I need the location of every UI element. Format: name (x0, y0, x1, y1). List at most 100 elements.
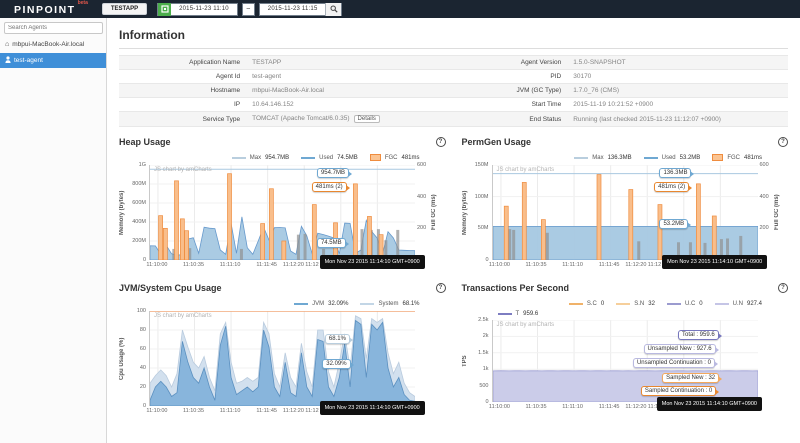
chart-tps: Transactions Per Second ? S.C 0 S.N 32 U.C 0 U… (462, 283, 788, 417)
y-axis-label: Cpu Usage (%) (119, 337, 125, 380)
search-submit-button[interactable] (325, 2, 342, 16)
info-row: IP 10.64.146.152 Start Time 2015-11-19 1… (119, 97, 788, 112)
legend-marker (369, 154, 381, 161)
legend-marker (714, 302, 729, 305)
legend-item[interactable]: Used 74.5MB (301, 155, 358, 161)
legend-item[interactable]: JVM 32.09% (294, 301, 348, 307)
info-label: Application Name (189, 59, 241, 66)
chart-legend: Max 136.3MB Used 53.2MB FGC 481ms (462, 152, 762, 163)
legend-marker (231, 156, 246, 159)
legend-item[interactable]: System 68.1% (360, 301, 420, 307)
chart-cpu: JVM/System Cpu Usage ? JVM 32.09% System 68… (119, 283, 446, 417)
legend-item[interactable]: Max 954.7MB (231, 155, 289, 161)
chart-grid: Heap Usage ? Max 954.7MB Used 74.5MB FGC 481m… (119, 137, 788, 417)
x-axis-ticks: 11:10:00 11:10:35 11:11:10 11:11:45 11:12:20… (488, 404, 662, 410)
legend-marker (616, 302, 631, 305)
help-icon[interactable]: ? (435, 137, 446, 147)
y-axis-right-ticks (757, 320, 774, 402)
y-axis-right-label: Full GC (ms) (431, 194, 437, 231)
y-axis-label: Memory (bytes) (119, 190, 125, 235)
info-value: 1.7.0_76 (CMS) (573, 87, 620, 94)
legend-marker (712, 154, 724, 161)
info-value: mbpui-MacBook-Air.local (252, 87, 324, 94)
x-axis-ticks: 11:10:00 11:10:35 11:11:10 11:11:45 11:12:20… (146, 262, 319, 268)
details-button[interactable]: Details (353, 115, 380, 123)
help-icon[interactable]: ? (778, 137, 788, 147)
amcharts-watermark: JS chart by amCharts (496, 322, 555, 328)
info-row: Agent Id test-agent PID 30170 (119, 69, 788, 84)
chart-legend: Max 954.7MB Used 74.5MB FGC 481ms (119, 152, 420, 163)
home-icon: ⌂ (5, 41, 10, 48)
amcharts-watermark: JS chart by amCharts (154, 167, 212, 173)
service-type-value: TOMCAT (Apache Tomcat/6.0.35) (252, 115, 350, 122)
info-row: Service Type TOMCAT (Apache Tomcat/6.0.3… (119, 111, 788, 127)
application-type-icon (158, 2, 172, 16)
chart-plot[interactable]: JS chart by amCharts 954.7MB 481ms (2) 74.… (149, 165, 425, 269)
y-axis-right-label (774, 320, 783, 402)
date-from-control[interactable]: 2015-11-23 11:10 (157, 2, 238, 16)
amcharts-watermark: JS chart by amCharts (496, 167, 555, 173)
sidebar-agent-label: test-agent (14, 57, 43, 64)
y-axis-right-ticks: 600 400 200 0 (417, 162, 427, 263)
info-label: Start Time (531, 101, 562, 108)
magnifier-icon (330, 5, 338, 13)
chart-permgen: PermGen Usage ? Max 136.3MB Used 53.2MB FGC 4… (461, 137, 788, 271)
info-label: PID (550, 73, 562, 80)
y-axis-label: Memory (bytes) (461, 190, 468, 235)
y-axis-ticks: 1G 800M 600M 400M 200M 0 (132, 162, 146, 263)
help-icon[interactable]: ? (435, 283, 446, 293)
info-value: 2015-11-19 10:21:52 +0900 (573, 101, 654, 108)
info-label: End Status (529, 115, 562, 123)
legend-item[interactable]: FGC 481ms (712, 154, 762, 161)
info-row: Application Name TESTAPP Agent Version 1… (119, 55, 788, 70)
sidebar-item-host[interactable]: ⌂ mbpui-MacBook-Air.local (0, 38, 106, 51)
info-label: Agent Version (520, 59, 562, 66)
date-from-input[interactable]: 2015-11-23 11:10 (179, 6, 229, 12)
chart-title: JVM/System Cpu Usage (119, 283, 222, 293)
y-axis-ticks: 2.5k 2k 1.5k 1k 500 0 (478, 317, 489, 405)
page-title: Information (119, 26, 788, 49)
chart-title: PermGen Usage (461, 137, 532, 147)
legend-item[interactable]: S.N 32 (616, 301, 655, 307)
info-label: Agent Id (215, 73, 241, 80)
y-axis-right-ticks: 600 400 200 0 (759, 162, 769, 263)
info-value: TOMCAT (Apache Tomcat/6.0.35) Details (246, 112, 467, 127)
legend-item[interactable]: U.N 927.4 (714, 301, 762, 307)
legend-item[interactable]: S.C 0 (568, 301, 604, 307)
info-value: TESTAPP (252, 59, 282, 66)
legend-item[interactable]: Used 53.2MB (643, 155, 700, 161)
legend-item[interactable]: T 959.6 (497, 311, 538, 317)
legend-marker (643, 156, 658, 159)
info-value: 30170 (573, 73, 592, 80)
date-to-control[interactable]: 2015-11-23 11:15 (258, 2, 343, 16)
y-axis-right-label: Full GC (ms) (773, 194, 780, 231)
legend-item[interactable]: FGC 481ms (369, 154, 420, 161)
sidebar: ⌂ mbpui-MacBook-Air.local test-agent (0, 18, 107, 443)
chart-heap: Heap Usage ? Max 954.7MB Used 74.5MB FGC 481m… (119, 137, 446, 271)
pinpoint-logo-text: PINPOINT (14, 4, 76, 16)
info-label: Hostname (210, 87, 241, 94)
legend-item[interactable]: U.C 0 (666, 301, 703, 307)
y-axis-right-label (431, 311, 440, 406)
chart-plot[interactable]: JS chart by amCharts 136.3MB 481ms (2) 53.… (491, 165, 768, 269)
main-content: Information Application Name TESTAPP Age… (107, 18, 800, 417)
chart-plot[interactable]: JS chart by amCharts Total : 959.6 Unsamp… (491, 320, 762, 411)
sidebar-item-agent[interactable]: test-agent (0, 53, 106, 68)
info-value: Running (last checked 2015-11-23 11:12:0… (573, 115, 721, 123)
info-table: Application Name TESTAPP Agent Version 1… (119, 55, 788, 127)
legend-marker (301, 156, 316, 159)
legend-item[interactable]: Max 136.3MB (574, 155, 632, 161)
chart-legend: S.C 0 S.N 32 U.C 0 U.N 927.4 T 959.6 (462, 298, 762, 318)
legend-marker (497, 312, 512, 315)
legend-marker (360, 302, 375, 305)
info-label: Service Type (202, 115, 241, 123)
chart-plot[interactable]: JS chart by amCharts 68.1% 32.09% Mon Nov … (149, 311, 425, 415)
y-axis-ticks: 100 80 60 40 20 0 (136, 308, 146, 409)
date-to-input[interactable]: 2015-11-23 11:15 (267, 6, 318, 12)
help-icon[interactable]: ? (778, 283, 788, 293)
application-name-button[interactable]: TESTAPP (101, 3, 148, 15)
y-axis-ticks: 150M 100M 50M 0 (474, 162, 489, 263)
agent-search-input[interactable] (4, 22, 103, 34)
info-value: 1.5.0-SNAPSHOT (573, 59, 626, 66)
user-icon (5, 56, 11, 65)
